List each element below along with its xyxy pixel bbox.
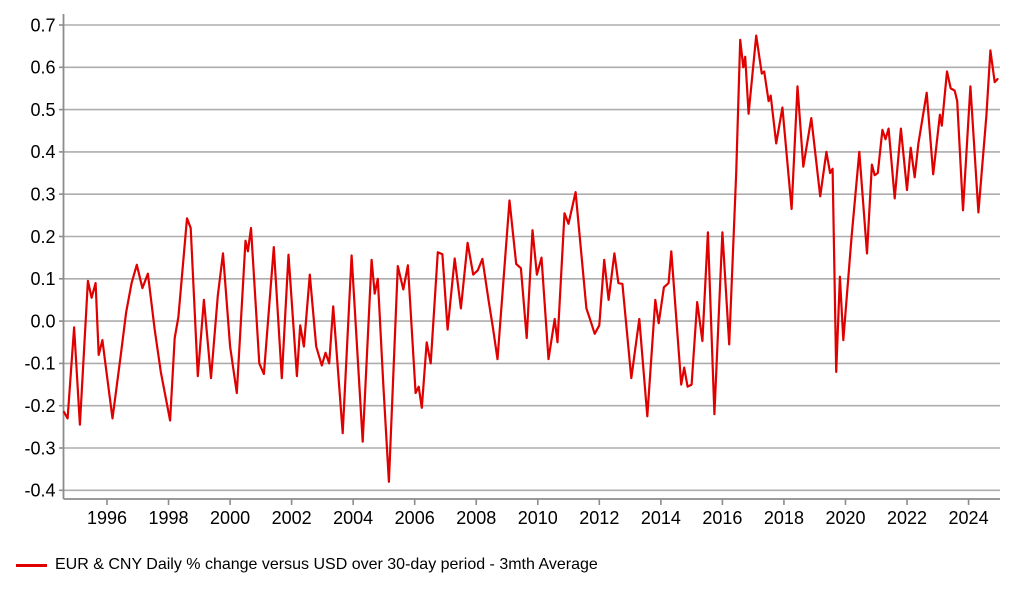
x-tick-label: 2022 [887,508,927,528]
x-tick-label: 2024 [949,508,989,528]
y-tick-label: -0.1 [24,354,55,374]
x-tick-label: 2008 [456,508,496,528]
y-tick-label: 0.0 [30,311,55,331]
data-line-series [62,34,999,483]
x-tick-label: 2012 [579,508,619,528]
legend-line-swatch [16,563,47,567]
x-tick-label: 1996 [87,508,127,528]
x-tick-label: 2016 [702,508,742,528]
y-tick-label: 0.5 [30,100,55,120]
chart-legend: EUR & CNY Daily % change versus USD over… [16,556,598,574]
y-tick-label: 0.7 [30,15,55,35]
x-tick-label: 2000 [210,508,250,528]
y-tick-label: 0.4 [30,142,55,162]
y-tick-label: -0.4 [24,481,55,501]
x-tick-label: 1998 [149,508,189,528]
y-tick-label: 0.6 [30,58,55,78]
y-tick-label: -0.2 [24,396,55,416]
legend-label: EUR & CNY Daily % change versus USD over… [55,556,598,573]
x-tick-label: 2006 [395,508,435,528]
x-tick-label: 2010 [518,508,558,528]
y-tick-label: 0.3 [30,185,55,205]
x-tick-label: 2020 [825,508,865,528]
y-tick-label: -0.3 [24,438,55,458]
x-tick-label: 2002 [272,508,312,528]
x-tick-label: 2018 [764,508,804,528]
y-tick-label: 0.2 [30,227,55,247]
y-tick-label: 0.1 [30,269,55,289]
x-tick-label: 2004 [333,508,373,528]
x-tick-label: 2014 [641,508,681,528]
